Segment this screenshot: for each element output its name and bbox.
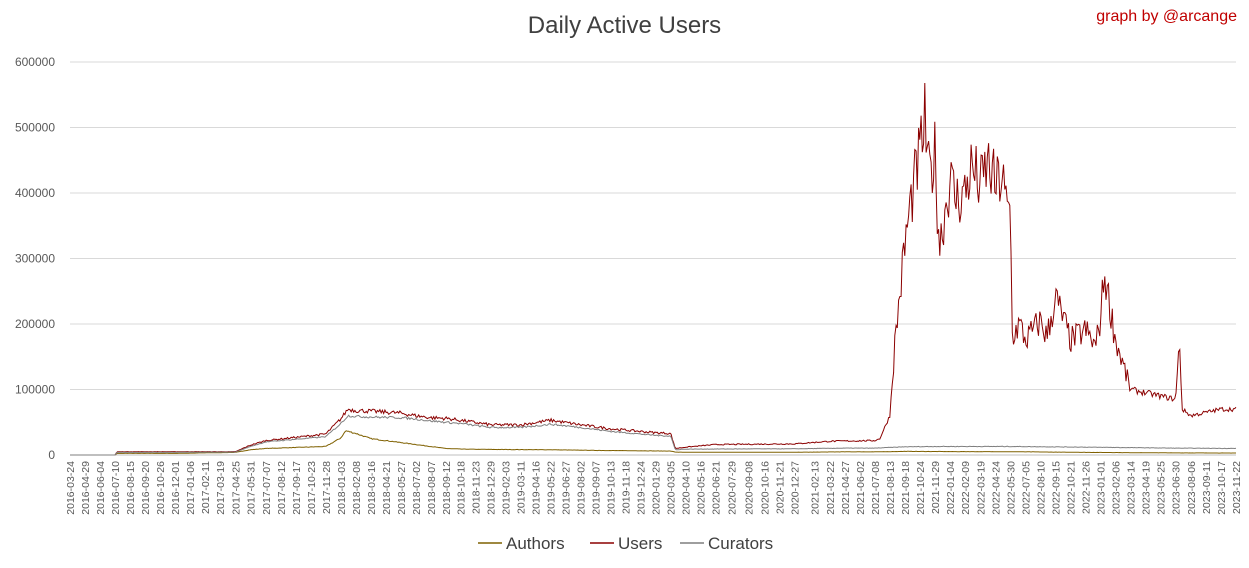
- chart-credit: graph by @arcange: [1096, 8, 1237, 25]
- x-tick-label: 2021-02-13: [809, 461, 821, 515]
- x-tick-label: 2016-08-15: [125, 461, 137, 515]
- x-tick-label: 2016-09-20: [140, 461, 152, 515]
- x-tick-label: 2017-09-17: [291, 461, 303, 515]
- x-tick-label: 2018-09-12: [441, 461, 453, 515]
- x-tick-label: 2016-12-01: [170, 461, 182, 515]
- x-tick-label: 2022-04-24: [991, 461, 1003, 515]
- x-tick-label: 2020-06-21: [711, 461, 723, 515]
- x-tick-label: 2023-04-19: [1141, 461, 1153, 515]
- x-tick-label: 2017-04-25: [230, 461, 242, 515]
- gridlines: [70, 61, 1236, 456]
- x-tick-label: 2023-08-06: [1186, 461, 1198, 515]
- y-tick-label: 500000: [15, 121, 55, 135]
- x-tick-label: 2020-12-27: [789, 461, 801, 515]
- legend-label-users: Users: [618, 534, 662, 553]
- x-tick-label: 2018-07-02: [411, 461, 423, 515]
- series-line-authors: [70, 430, 1236, 456]
- x-tick-label: 2020-09-08: [744, 461, 756, 515]
- series-line-curators: [70, 414, 1237, 456]
- x-tick-label: 2017-11-28: [321, 461, 333, 514]
- x-tick-label: 2021-08-13: [885, 461, 897, 515]
- x-tick-label: 2019-12-24: [636, 461, 648, 515]
- x-tick-label: 2019-06-27: [561, 461, 573, 515]
- legend: Authors Users Curators: [478, 534, 773, 553]
- x-tick-label: 2019-08-02: [576, 461, 588, 515]
- chart-title: Daily Active Users: [527, 12, 722, 39]
- y-axis-ticks: 0 100000 200000 300000 400000 500000 600000: [15, 55, 55, 462]
- x-tick-label: 2022-03-19: [976, 461, 988, 515]
- x-tick-label: 2018-05-27: [396, 461, 408, 515]
- x-tick-label: 2019-10-13: [606, 461, 618, 515]
- x-tick-label: 2023-11-22: [1231, 461, 1243, 514]
- x-tick-label: 2019-03-11: [516, 461, 528, 514]
- x-tick-label: 2017-03-19: [215, 461, 227, 515]
- x-tick-label: 2018-12-29: [486, 461, 498, 515]
- x-tick-label: 2020-05-16: [696, 461, 708, 515]
- x-tick-label: 2023-03-14: [1126, 461, 1138, 515]
- x-tick-label: 2023-01-01: [1096, 461, 1108, 515]
- x-tick-label: 2018-04-21: [381, 461, 393, 515]
- x-tick-label: 2023-10-17: [1216, 461, 1228, 515]
- x-tick-label: 2017-07-07: [261, 461, 273, 515]
- x-tick-label: 2021-04-27: [840, 461, 852, 515]
- x-tick-label: 2021-10-24: [915, 461, 927, 515]
- x-tick-label: 2017-02-11: [200, 461, 212, 514]
- x-tick-label: 2019-05-22: [546, 461, 558, 515]
- x-tick-label: 2018-11-23: [471, 461, 483, 514]
- x-tick-label: 2017-10-23: [306, 461, 318, 515]
- legend-label-authors: Authors: [506, 534, 565, 553]
- x-tick-label: 2018-08-07: [426, 461, 438, 515]
- x-tick-label: 2017-05-31: [245, 461, 257, 515]
- x-tick-label: 2022-09-15: [1051, 461, 1063, 515]
- x-tick-label: 2021-06-02: [855, 461, 867, 515]
- y-tick-label: 0: [48, 448, 55, 462]
- x-tick-label: 2020-01-29: [651, 461, 663, 515]
- x-tick-label: 2021-03-22: [825, 461, 837, 515]
- x-tick-label: 2023-09-11: [1201, 461, 1213, 514]
- x-tick-label: 2016-07-10: [110, 461, 122, 515]
- y-tick-label: 600000: [15, 55, 55, 69]
- x-tick-label: 2019-04-16: [531, 461, 543, 515]
- y-tick-label: 400000: [15, 186, 55, 200]
- x-tick-label: 2018-10-18: [456, 461, 468, 515]
- y-tick-label: 300000: [15, 252, 55, 266]
- x-tick-label: 2016-04-29: [80, 461, 92, 515]
- x-tick-label: 2021-07-08: [870, 461, 882, 515]
- x-tick-label: 2022-07-05: [1021, 461, 1033, 515]
- x-tick-label: 2018-03-16: [366, 461, 378, 515]
- x-tick-label: 2023-02-06: [1111, 461, 1123, 515]
- x-tick-label: 2022-02-09: [960, 461, 972, 515]
- x-tick-label: 2018-01-03: [336, 461, 348, 515]
- x-tick-label: 2023-06-30: [1171, 461, 1183, 515]
- x-tick-label: 2017-01-06: [185, 461, 197, 515]
- series-lines: [70, 82, 1237, 456]
- x-tick-label: 2022-01-04: [945, 461, 957, 515]
- x-tick-label: 2020-11-21: [774, 461, 786, 514]
- x-tick-label: 2022-08-10: [1036, 461, 1048, 515]
- x-tick-label: 2023-05-25: [1156, 461, 1168, 515]
- x-tick-label: 2018-02-08: [351, 461, 363, 515]
- series-line-users: [70, 82, 1237, 456]
- x-tick-label: 2021-09-18: [900, 461, 912, 515]
- y-tick-label: 100000: [15, 383, 55, 397]
- x-tick-label: 2019-09-07: [591, 461, 603, 515]
- x-tick-label: 2021-11-29: [930, 461, 942, 514]
- x-tick-label: 2016-06-04: [95, 461, 107, 515]
- x-tick-label: 2019-11-18: [621, 461, 633, 514]
- x-axis-ticks: 2016-03-24 2016-04-29 2016-06-04 2016-07-10…: [65, 461, 1243, 515]
- x-tick-label: 2020-10-16: [759, 461, 771, 515]
- x-tick-label: 2019-02-03: [501, 461, 513, 515]
- legend-label-curators: Curators: [708, 534, 773, 553]
- x-tick-label: 2016-10-26: [155, 461, 167, 515]
- x-tick-label: 2022-11-26: [1081, 461, 1093, 514]
- x-tick-label: 2020-04-10: [681, 461, 693, 515]
- x-tick-label: 2022-10-21: [1066, 461, 1078, 515]
- x-tick-label: 2016-03-24: [65, 461, 77, 515]
- x-tick-label: 2020-07-29: [727, 461, 739, 515]
- y-tick-label: 200000: [15, 317, 55, 331]
- x-tick-label: 2020-03-05: [666, 461, 678, 515]
- x-tick-label: 2017-08-12: [276, 461, 288, 515]
- x-tick-label: 2022-05-30: [1006, 461, 1018, 515]
